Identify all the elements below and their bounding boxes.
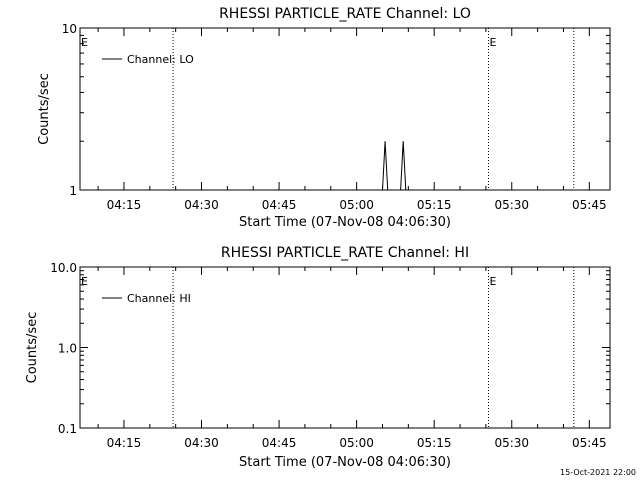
y-axis-label: Counts/sec [25,312,40,384]
y-axis-label: Counts/sec [37,73,52,145]
plot-frame [79,27,611,191]
x-tick-label: 04:45 [262,436,297,450]
footer-timestamp: 15-Oct-2021 22:00 [560,468,636,477]
y-tick-label: 0.1 [58,422,77,436]
chart-hi: RHESSI PARTICLE_RATE Channel: HI 04:15 04:… [25,245,611,470]
x-tick-label: 05:00 [339,436,374,450]
x-tick-label: 04:15 [107,198,142,212]
chart-title: RHESSI PARTICLE_RATE Channel: LO [219,6,471,22]
legend-entry: Channel: HI [127,292,191,305]
event-marker-label: E [81,36,88,49]
x-tick-label: 05:45 [572,198,607,212]
event-marker-label: E [489,36,496,49]
y-tick-label: 10 [62,22,77,36]
x-tick-label: 04:45 [262,198,297,212]
x-tick-label: 04:30 [184,198,219,212]
y-tick-label: 1 [69,184,77,198]
x-tick-label: 05:45 [572,436,607,450]
x-axis-label: Start Time (07-Nov-08 04:06:30) [239,215,451,230]
x-tick-label: 04:30 [184,436,219,450]
x-tick-label: 05:30 [494,436,529,450]
x-axis-label: Start Time (07-Nov-08 04:06:30) [239,455,451,470]
series-line [382,141,407,191]
y-tick-label: 10.0 [50,261,77,275]
event-marker-label: E [81,275,88,288]
event-marker-label: E [489,275,496,288]
y-tick-label: 1.0 [58,342,77,356]
x-tick-label: 05:30 [494,198,529,212]
legend-entry: Channel: LO [127,53,194,66]
x-tick-label: 04:15 [107,436,142,450]
x-tick-label: 05:15 [417,436,452,450]
chart-title: RHESSI PARTICLE_RATE Channel: HI [221,245,469,261]
chart-lo: RHESSI PARTICLE_RATE Channel: LO 04:15 04:… [37,6,611,230]
x-tick-label: 05:15 [417,198,452,212]
x-tick-label: 05:00 [339,198,374,212]
